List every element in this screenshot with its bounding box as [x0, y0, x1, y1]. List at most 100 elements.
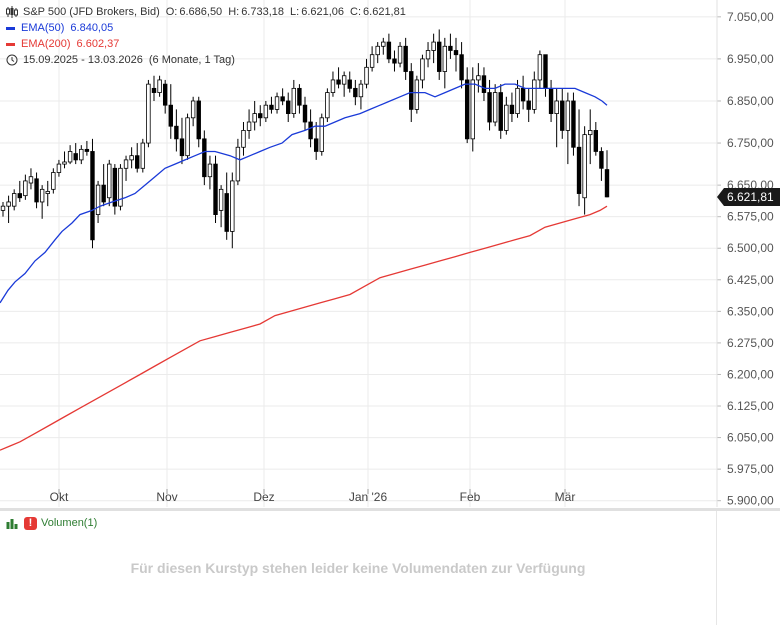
candle-body — [118, 167, 123, 207]
candle-body — [537, 54, 543, 81]
candle-body — [375, 45, 380, 56]
ema200-swatch — [6, 42, 15, 46]
close-label: C: — [350, 6, 362, 18]
ema50-label: EMA(50) — [21, 22, 65, 34]
x-tick-label: Dez — [253, 490, 274, 504]
ema50-legend[interactable]: EMA(50) 6.840,05 — [6, 20, 412, 36]
low-value: 6.621,06 — [301, 6, 345, 18]
candle-body — [73, 153, 78, 161]
candle-body — [420, 58, 425, 81]
candle-body — [565, 100, 571, 131]
candle-body — [392, 58, 397, 64]
candle-body — [481, 75, 487, 93]
candle-body — [604, 169, 610, 198]
ohlc-row: S&P 500 (JFD Brokers, Bid) O: 6.686,50 H… — [6, 4, 412, 20]
candle-body — [146, 83, 151, 144]
volume-legend[interactable]: ! Volumen(1) — [6, 515, 97, 531]
candle-body — [364, 66, 369, 85]
candle-body — [56, 163, 62, 173]
candle-body — [515, 87, 520, 115]
candle-body — [258, 113, 263, 119]
instrument-name: S&P 500 (JFD Brokers, Bid) — [23, 6, 160, 18]
high-value: 6.733,18 — [241, 6, 285, 18]
volume-label: Volumen(1) — [41, 517, 98, 529]
candle-body — [51, 172, 56, 190]
pane-divider[interactable] — [0, 508, 780, 511]
y-tick-label: 6.500,00 — [727, 241, 774, 255]
candle-body — [358, 83, 364, 98]
last-price-tag-shape — [717, 187, 780, 206]
candle-body — [196, 100, 201, 140]
open-value: 6.686,50 — [179, 6, 223, 18]
high-label: H: — [228, 6, 240, 18]
candle-body — [224, 193, 229, 232]
candle-body — [582, 134, 587, 199]
candle-body — [470, 79, 475, 140]
chart-legend: S&P 500 (JFD Brokers, Bid) O: 6.686,50 H… — [6, 4, 412, 68]
warning-icon[interactable]: ! — [24, 516, 37, 530]
ema200-label: EMA(200) — [21, 38, 71, 50]
candle-body — [498, 92, 503, 131]
candle-body — [241, 130, 246, 148]
candle-body — [286, 100, 291, 115]
y-tick-label: 6.575,00 — [727, 210, 774, 224]
chart-grid — [0, 0, 717, 507]
candle-body — [185, 117, 190, 157]
y-tick-label: 7.050,00 — [727, 10, 774, 24]
candle-body — [291, 87, 297, 115]
candle-body — [520, 87, 526, 102]
candle-body — [576, 146, 582, 194]
price-chart[interactable]: 7.050,006.950,006.850,006.750,006.650,00… — [0, 0, 780, 510]
candle-body — [107, 163, 112, 199]
candle-body — [403, 45, 408, 72]
candle-body — [263, 104, 269, 119]
candle-body — [235, 146, 241, 182]
candle-body — [123, 159, 129, 169]
candle-body — [274, 96, 280, 110]
candle-body — [353, 87, 358, 98]
candle-body — [207, 163, 213, 178]
candle-body — [442, 45, 448, 72]
candle-body — [62, 161, 67, 165]
last-price-label: 6.621,81 — [727, 190, 774, 204]
candle-body — [190, 100, 196, 119]
clock-icon — [6, 54, 18, 66]
ema50-line — [0, 83, 608, 304]
candle-body — [386, 41, 392, 60]
candle-body — [414, 79, 420, 110]
candle-body — [341, 75, 347, 85]
candle-body — [560, 100, 565, 131]
candle-body — [230, 180, 235, 232]
candle-body — [95, 184, 101, 215]
candle-body — [23, 180, 28, 197]
candle-body — [464, 79, 470, 140]
candle-body — [487, 92, 492, 123]
candle-body — [425, 50, 431, 60]
axis-divider — [716, 511, 717, 625]
candle-body — [543, 54, 548, 89]
candle-body — [269, 104, 274, 110]
x-tick-label: Nov — [156, 490, 177, 504]
candle-body — [79, 148, 84, 161]
candle-body — [302, 104, 308, 123]
candle-body — [17, 193, 22, 199]
candle-body — [34, 178, 39, 203]
ema50-value: 6.840,05 — [70, 22, 114, 34]
candle-body — [548, 87, 554, 115]
x-axis: Okt Nov Dez Jan '26 Feb Mär — [50, 489, 575, 504]
candle-body — [448, 45, 453, 51]
candle-body — [11, 193, 17, 207]
candle-body — [369, 54, 375, 68]
candle-body — [162, 83, 168, 106]
ema200-legend[interactable]: EMA(200) 6.602,37 — [6, 36, 412, 52]
candle-body — [532, 79, 537, 110]
period-label: (6 Monate, 1 Tag) — [148, 54, 235, 66]
candle-body — [45, 191, 50, 194]
candle-body — [157, 79, 162, 93]
y-tick-label: 6.950,00 — [727, 52, 774, 66]
ema200-value: 6.602,37 — [76, 38, 120, 50]
candle-body — [135, 155, 140, 169]
candle-body — [101, 184, 106, 203]
candle-body — [554, 100, 559, 115]
candle-body — [431, 41, 436, 51]
